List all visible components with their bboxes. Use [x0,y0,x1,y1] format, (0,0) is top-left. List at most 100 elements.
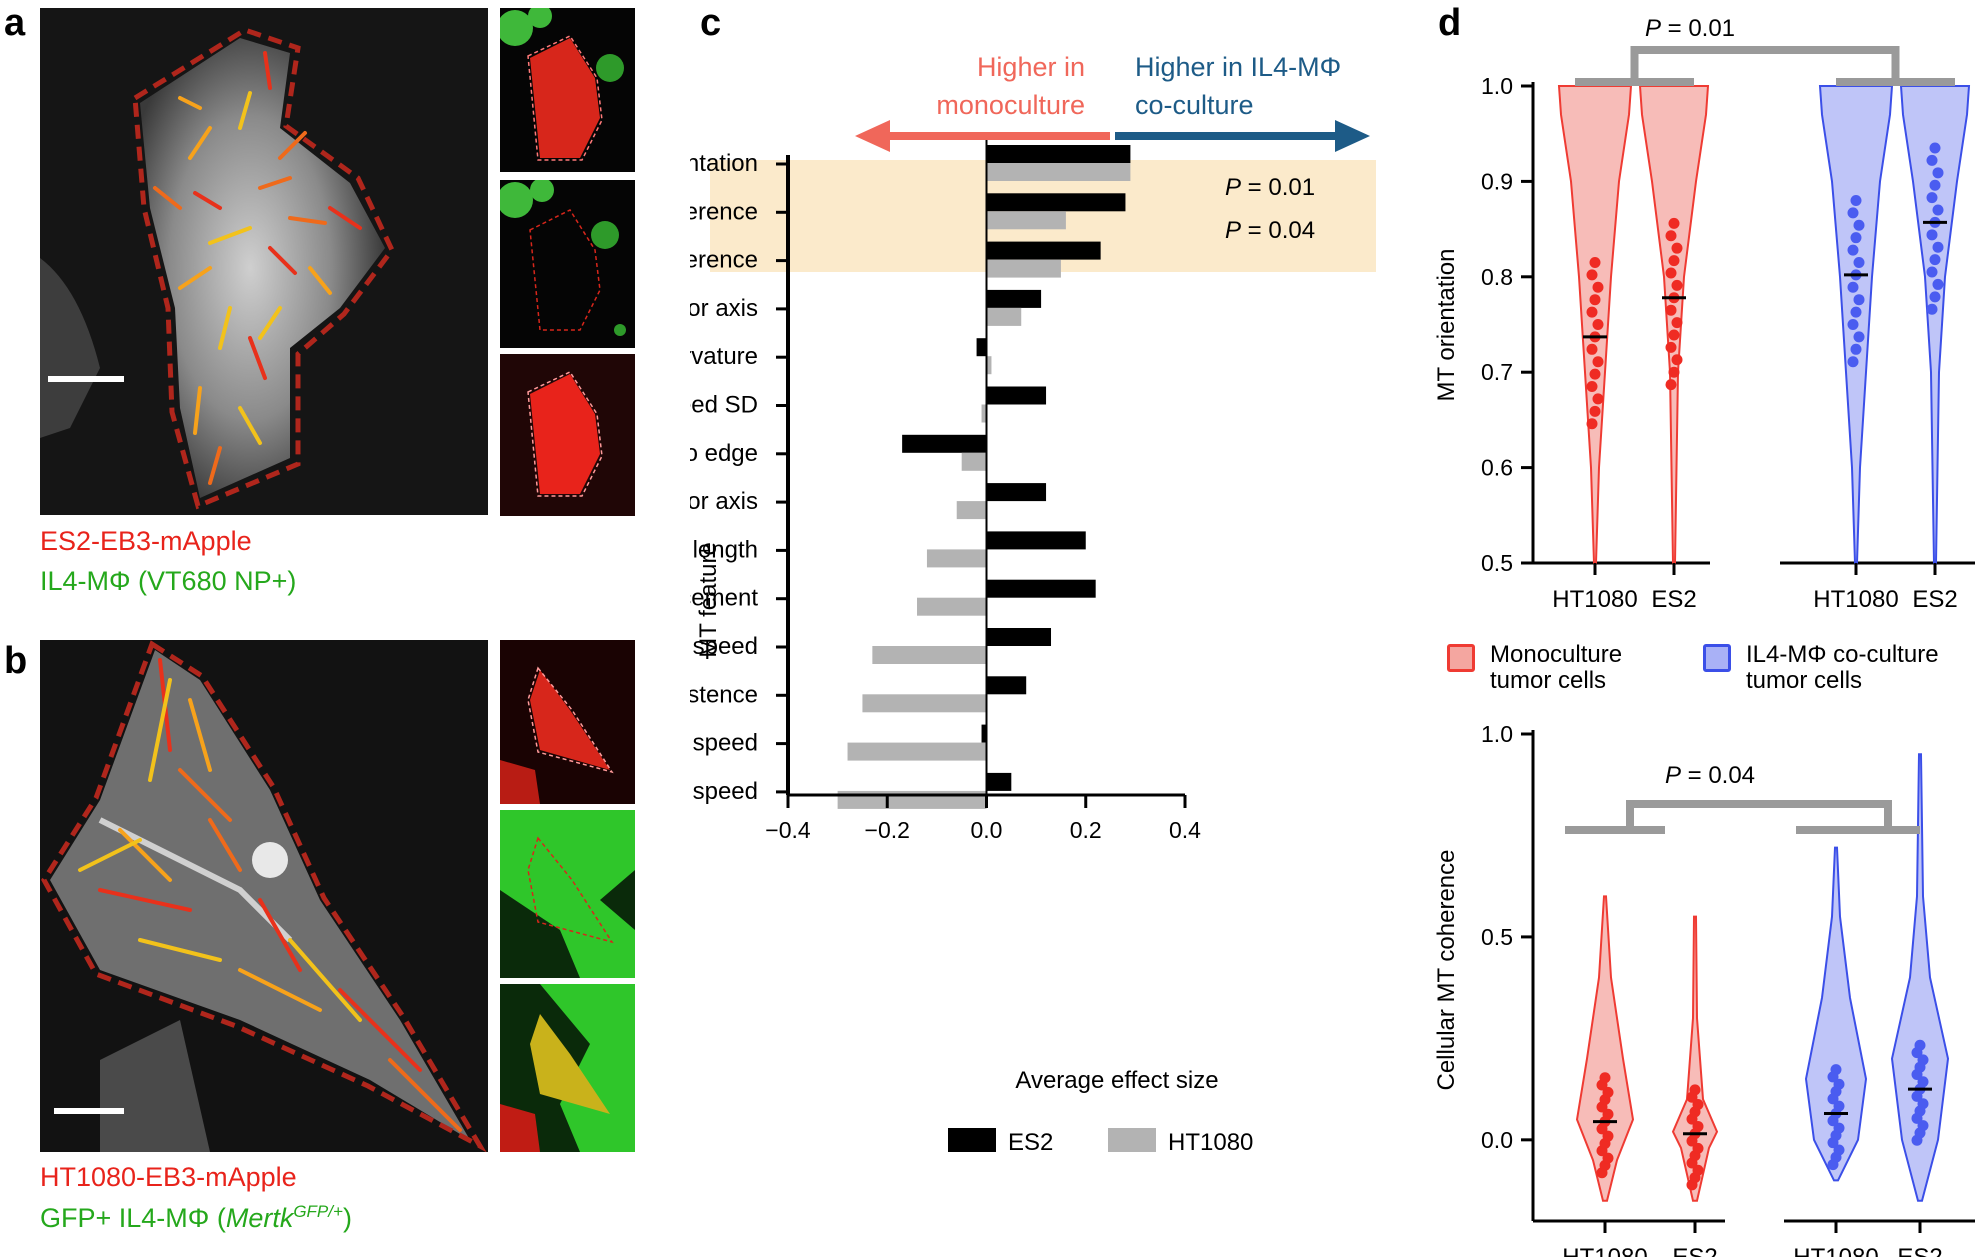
bar-es2 [976,338,987,357]
micrograph-b-inset-3 [500,984,635,1152]
y-tick-label: 0.0 [1481,1127,1513,1153]
data-point [1917,1054,1929,1066]
axes [776,140,1187,808]
data-point [1692,1120,1704,1132]
caption-b-prefix: GFP+ IL4-MΦ ( [40,1203,226,1233]
caption-b-suffix: ) [342,1203,352,1233]
data-point [1689,1084,1701,1096]
category-label: Average speed [690,778,758,805]
x-tick-label: ES2 [1672,1244,1717,1257]
p-value-bracket-label: P = 0.04 [1665,762,1755,789]
data-point [1850,232,1862,244]
bar-ht1080 [986,307,1022,326]
legend-label-ht1080: HT1080 [1168,1129,1253,1156]
bar-ht1080 [961,452,987,471]
data-point [1932,241,1944,253]
micrograph-a-image [40,8,488,515]
data-point [1671,242,1683,254]
bar-es2 [986,193,1126,212]
bar-ht1080 [986,211,1066,230]
data-point [1932,204,1944,216]
y-axis-label: MT feature [695,542,722,658]
y-tick-label: 0.8 [1481,264,1513,290]
legend-swatch-monoculture [1447,644,1475,672]
data-point [1592,281,1604,293]
data-point [1592,319,1604,330]
data-point [1599,1072,1611,1084]
violin-plot-area: 0.0 0.5 1.0 HT1080 ES2 HT1080 ES2 [1481,721,1975,1257]
y-tick-label: 0.6 [1481,455,1513,481]
bar-es2 [981,724,987,743]
x-tick-label: 0.2 [1070,817,1102,843]
header-right-line2: co-culture [1135,90,1254,120]
x-tick-label: −0.4 [765,817,811,843]
data-point [1602,1086,1614,1098]
bar-es2 [986,579,1096,598]
category-label: Distance to edge [690,440,758,467]
data-point [1592,356,1604,368]
data-point [1929,254,1941,266]
scale-bar [54,1108,124,1114]
data-point [1926,229,1938,241]
bar-ht1080 [981,404,987,423]
bar-es2 [986,676,1027,695]
y-tick-label: 0.5 [1481,550,1513,576]
caption-b-superscript: GFP/+ [293,1202,343,1221]
data-point [1589,256,1601,268]
bar-group [837,145,1131,809]
category-label: Path length [690,536,758,563]
data-point [1929,291,1941,303]
data-point [1914,1039,1926,1051]
bar-ht1080 [986,259,1061,278]
data-point [1850,306,1862,318]
caption-a-line2: IL4-MΦ (VT680 NP+) [40,566,297,596]
y-axis-label: Cellular MT coherence [1433,850,1460,1091]
data-point [1665,304,1677,316]
bar-ht1080 [986,163,1131,181]
x-tick-label: 0.0 [971,817,1003,843]
data-point [1668,329,1680,341]
data-point [1847,319,1859,330]
micrograph-b-image [40,640,488,1152]
legend-swatch-coculture [1703,644,1731,672]
category-label: Max speed [690,633,758,660]
caption-b-gene: Mertk [225,1203,294,1233]
x-tick-label: ES2 [1912,586,1957,613]
bar-ht1080 [872,646,987,664]
x-tick-label: HT1080 [1562,1244,1647,1257]
data-point [1917,1098,1929,1110]
category-label: Persistence [690,681,758,708]
data-point [1833,1100,1845,1112]
bar-es2 [986,241,1101,260]
micrograph-b-inset-2-image [500,810,635,978]
data-point [1668,217,1680,229]
category-label: Min speed [690,730,758,757]
p-annotation-orientation: P = 0.01 [1225,174,1315,201]
x-tick-label: ES2 [1897,1244,1942,1257]
violin-es2-mono [1671,915,1719,1202]
data-point [1926,266,1938,278]
mt-orientation-violin-chart: 0.5 0.6 0.7 0.8 0.9 1.0 HT1080 ES2 HT1080 ES2 MT … [1433,15,1975,613]
data-point [1692,1142,1704,1154]
data-point [1853,256,1865,268]
data-point [1589,368,1601,380]
data-point [1592,393,1604,405]
data-point [1586,269,1598,281]
micrograph-a-inset-2-image [500,180,635,348]
violin-es2-coculture [1890,753,1950,1202]
data-point [1926,192,1938,204]
x-tick-label: ES2 [1651,586,1696,613]
data-point [1589,294,1601,306]
data-point [1665,379,1677,391]
micrograph-a-inset-2 [500,180,635,348]
category-label: Cellular coherence [690,198,758,225]
data-point [1926,154,1938,166]
legend-label-coculture: IL4-MΦ co-culture tumor cells [1746,641,1939,694]
x-axis-label: Average effect size [1015,1067,1218,1094]
data-point [1668,255,1680,267]
caption-a-line1: ES2-EB3-mApple [40,526,252,556]
x-tick-label: 0.4 [1169,817,1201,843]
header-left-line1: Higher in [977,52,1085,82]
legend-label-monoculture: Monoculture tumor cells [1490,641,1623,694]
data-point [1917,1120,1929,1132]
